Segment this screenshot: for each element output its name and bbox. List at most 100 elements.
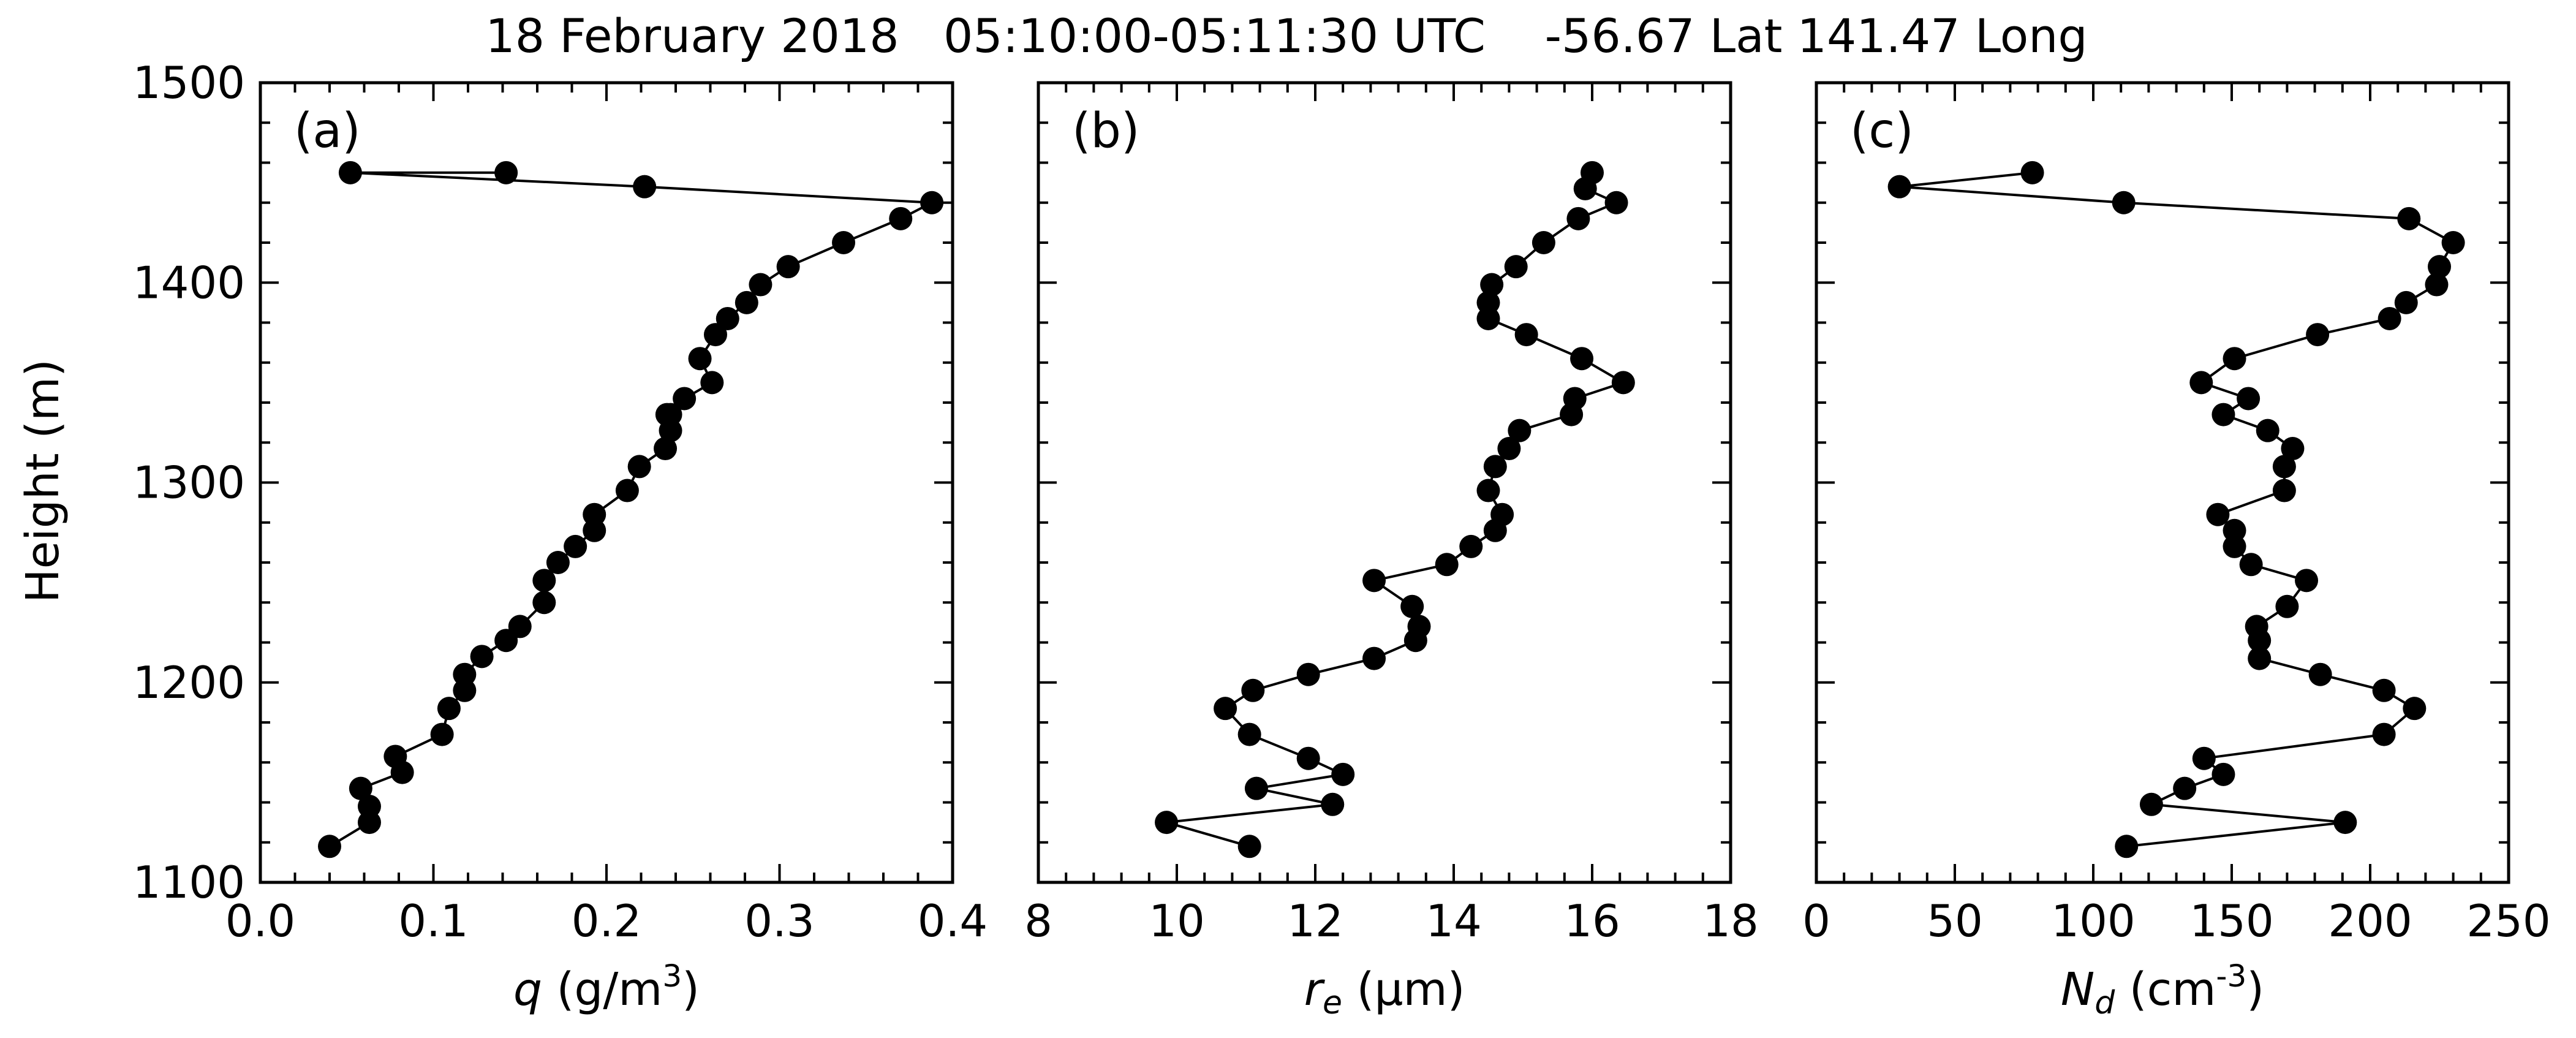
data-point [2223, 534, 2246, 558]
data-point [470, 645, 494, 669]
data-point [583, 502, 606, 526]
x-tick-label: 16 [1564, 895, 1620, 947]
data-point [655, 403, 679, 426]
profile-line [328, 171, 937, 848]
data-point [2333, 811, 2357, 835]
data-point [832, 231, 856, 254]
x-tick-label: 50 [1927, 895, 1983, 947]
data-point [1476, 306, 1500, 330]
x-axis-label: re (μm) [1304, 963, 1465, 1021]
data-point [1508, 419, 1532, 442]
data-point [2245, 615, 2268, 638]
data-point [437, 697, 461, 721]
x-tick-label: 14 [1426, 895, 1482, 947]
data-point [1237, 722, 1261, 746]
data-point [2248, 646, 2272, 670]
x-tick-label: 10 [1149, 895, 1205, 947]
y-tick-label: 1100 [133, 857, 245, 908]
x-tick-label: 200 [2328, 895, 2412, 947]
data-point [1362, 646, 1386, 670]
data-point [615, 479, 639, 502]
data-point [1570, 347, 1594, 371]
data-point [1611, 371, 1635, 395]
data-point [889, 206, 913, 230]
data-point [627, 455, 651, 479]
data-point [453, 662, 477, 686]
data-point [508, 615, 532, 638]
x-tick-label: 0.2 [572, 895, 642, 947]
panel-c: 0 50 100 150 200 250 (c) Nd (cm-3) [1802, 81, 2551, 1021]
data-point [2237, 387, 2261, 411]
data-point [357, 795, 381, 819]
data-point [2394, 290, 2418, 314]
data-point [703, 323, 727, 347]
plot-frame [1815, 81, 2510, 884]
panel-label: (a) [294, 104, 361, 159]
data-point [357, 811, 381, 835]
data-point [494, 161, 518, 184]
data-point [564, 534, 587, 558]
data-point [2212, 762, 2235, 786]
data-point [2192, 746, 2216, 770]
data-point [633, 175, 657, 199]
data-point [583, 518, 606, 542]
y-tick-label: 1500 [133, 57, 245, 108]
panel-label: (c) [1850, 104, 1914, 159]
data-point [2139, 792, 2163, 816]
data-point [1155, 811, 1179, 835]
data-point [1407, 615, 1431, 638]
data-point [1241, 678, 1265, 702]
data-point [2441, 231, 2465, 254]
panel-b: 8 10 12 14 16 18 (b) re (μm) [1024, 81, 1759, 1021]
data-point [1459, 534, 1483, 558]
data-point [2306, 323, 2330, 347]
plot-frame [259, 81, 954, 884]
data-point [1400, 594, 1424, 618]
data-point [1532, 231, 1555, 254]
data-point [920, 191, 944, 214]
data-point [2239, 553, 2263, 577]
x-tick-label: 250 [2466, 895, 2550, 947]
x-tick-label: 12 [1287, 895, 1343, 947]
data-point [430, 722, 454, 746]
data-point [1321, 792, 1345, 816]
x-tick-label: 100 [2051, 895, 2135, 947]
data-point [2189, 371, 2213, 395]
data-point [2272, 455, 2296, 479]
data-point [1476, 290, 1500, 314]
data-point [1480, 273, 1504, 297]
profile-line [1166, 172, 1626, 848]
data-point [1581, 161, 1604, 184]
data-point [349, 776, 372, 800]
y-tick-label: 1300 [133, 457, 245, 509]
data-point [2308, 662, 2332, 686]
data-point [1566, 206, 1590, 230]
data-point [2173, 776, 2197, 800]
data-point [2403, 697, 2427, 721]
data-point [2397, 206, 2421, 230]
data-point [2020, 161, 2044, 184]
data-point [700, 371, 724, 395]
x-tick-label: 0.1 [398, 895, 469, 947]
data-point [2281, 437, 2305, 461]
data-point [1497, 437, 1521, 461]
x-tick-label: 0.0 [225, 895, 296, 947]
panel-label: (b) [1072, 104, 1139, 159]
data-point [2206, 502, 2230, 526]
data-point [2275, 594, 2299, 618]
data-point [2378, 306, 2401, 330]
data-point [2295, 569, 2319, 593]
data-point [546, 551, 570, 574]
x-axis-label: q (g/m3) [513, 958, 700, 1016]
x-tick-label: 8 [1024, 895, 1052, 947]
data-point [318, 835, 341, 858]
data-point [532, 591, 556, 615]
data-point [338, 161, 362, 184]
data-point [2272, 479, 2296, 502]
x-tick-label: 150 [2189, 895, 2273, 947]
data-point [2115, 835, 2139, 858]
data-point [453, 678, 477, 702]
data-point [673, 387, 697, 411]
data-point [688, 347, 712, 371]
